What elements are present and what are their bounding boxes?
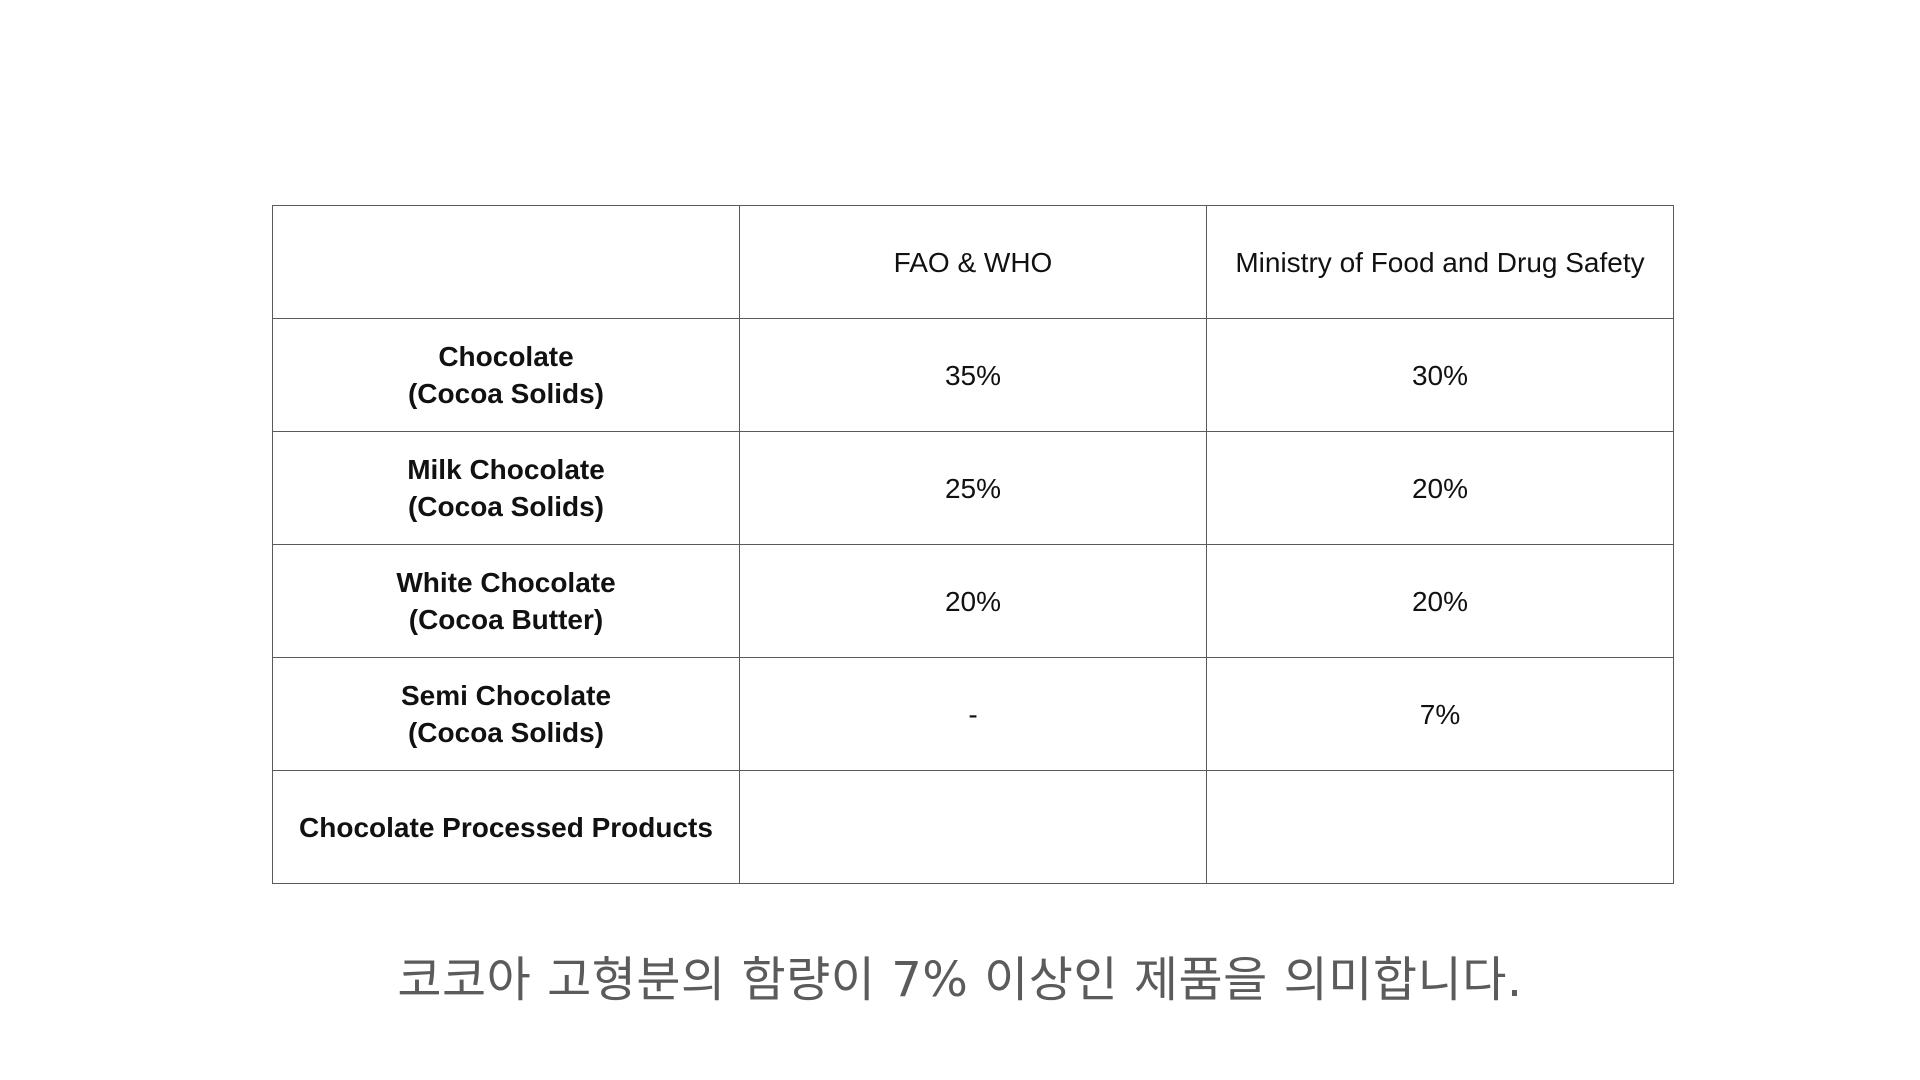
row-label-line2: (Cocoa Solids) xyxy=(407,717,604,748)
table-row: Chocolate Processed Products xyxy=(272,770,1674,884)
row-label-line1: White Chocolate xyxy=(396,567,616,598)
row-label-line2: (Cocoa Butter) xyxy=(408,604,604,635)
mfds-value: 7% xyxy=(1206,657,1674,771)
table-row: Semi Chocolate (Cocoa Solids) - 7% xyxy=(272,657,1674,771)
mfds-value: 20% xyxy=(1206,544,1674,658)
fao-who-value: 20% xyxy=(739,544,1207,658)
fao-who-value xyxy=(739,770,1207,884)
mfds-value xyxy=(1206,770,1674,884)
header-mfds: Ministry of Food and Drug Safety xyxy=(1206,205,1674,319)
fao-who-value: - xyxy=(739,657,1207,771)
row-label-line2: (Cocoa Solids) xyxy=(407,491,604,522)
header-fao-who: FAO & WHO xyxy=(739,205,1207,319)
table-row: White Chocolate (Cocoa Butter) 20% 20% xyxy=(272,544,1674,658)
row-label-line1: Milk Chocolate xyxy=(407,454,605,485)
row-label-line1: Semi Chocolate xyxy=(400,680,612,711)
row-label: Milk Chocolate (Cocoa Solids) xyxy=(272,431,740,545)
fao-who-value: 25% xyxy=(739,431,1207,545)
row-label: Semi Chocolate (Cocoa Solids) xyxy=(272,657,740,771)
row-label-line1: Chocolate xyxy=(438,341,574,372)
row-label-line1: Chocolate Processed Products xyxy=(299,811,713,843)
cocoa-standards-table: FAO & WHO Ministry of Food and Drug Safe… xyxy=(272,205,1674,884)
mfds-value: 30% xyxy=(1206,318,1674,432)
row-label: White Chocolate (Cocoa Butter) xyxy=(272,544,740,658)
header-corner-cell xyxy=(272,205,740,319)
table-row: Chocolate (Cocoa Solids) 35% 30% xyxy=(272,318,1674,432)
row-label: Chocolate Processed Products xyxy=(272,770,740,884)
caption-text: 코코아 고형분의 함량이 7% 이상인 제품을 의미합니다. xyxy=(397,952,1523,1008)
row-label: Chocolate (Cocoa Solids) xyxy=(272,318,740,432)
fao-who-value: 35% xyxy=(739,318,1207,432)
mfds-value: 20% xyxy=(1206,431,1674,545)
row-label-line2: (Cocoa Solids) xyxy=(407,378,604,409)
table-header-row: FAO & WHO Ministry of Food and Drug Safe… xyxy=(272,205,1674,319)
table-row: Milk Chocolate (Cocoa Solids) 25% 20% xyxy=(272,431,1674,545)
